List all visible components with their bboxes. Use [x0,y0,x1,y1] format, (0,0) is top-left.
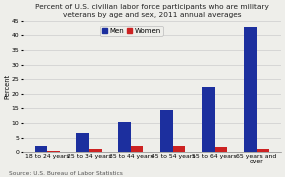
Bar [256,149,269,152]
Title: Percent of U.S. civilian labor force participants who are military
veterans by a: Percent of U.S. civilian labor force par… [35,4,269,18]
Y-axis label: Percent: Percent [4,74,10,99]
Bar [215,147,227,152]
Bar [131,146,143,152]
Text: Source: U.S. Bureau of Labor Statistics: Source: U.S. Bureau of Labor Statistics [9,171,123,176]
Bar [244,27,256,152]
Legend: Men, Women: Men, Women [99,26,163,36]
Bar [89,149,101,152]
Bar [76,133,89,152]
Bar [47,151,60,152]
Bar [34,146,47,152]
Bar [118,122,131,152]
Bar [202,87,215,152]
Bar [173,146,185,152]
Bar [160,110,173,152]
